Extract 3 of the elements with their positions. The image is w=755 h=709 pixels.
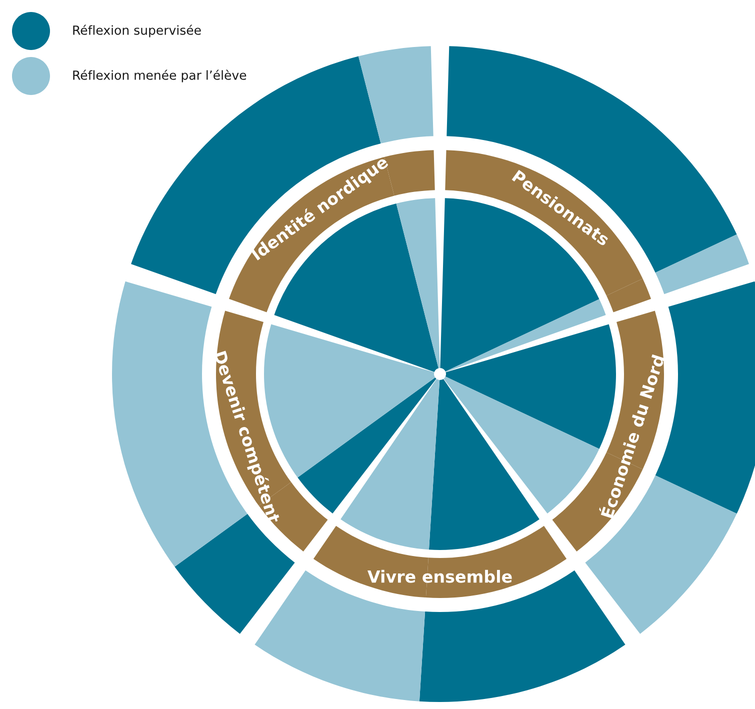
text: Réflexion menée par l’élève [73, 70, 246, 82]
text: Réflexion supervisée [73, 24, 201, 38]
text: Vivre ensemble [367, 570, 512, 583]
